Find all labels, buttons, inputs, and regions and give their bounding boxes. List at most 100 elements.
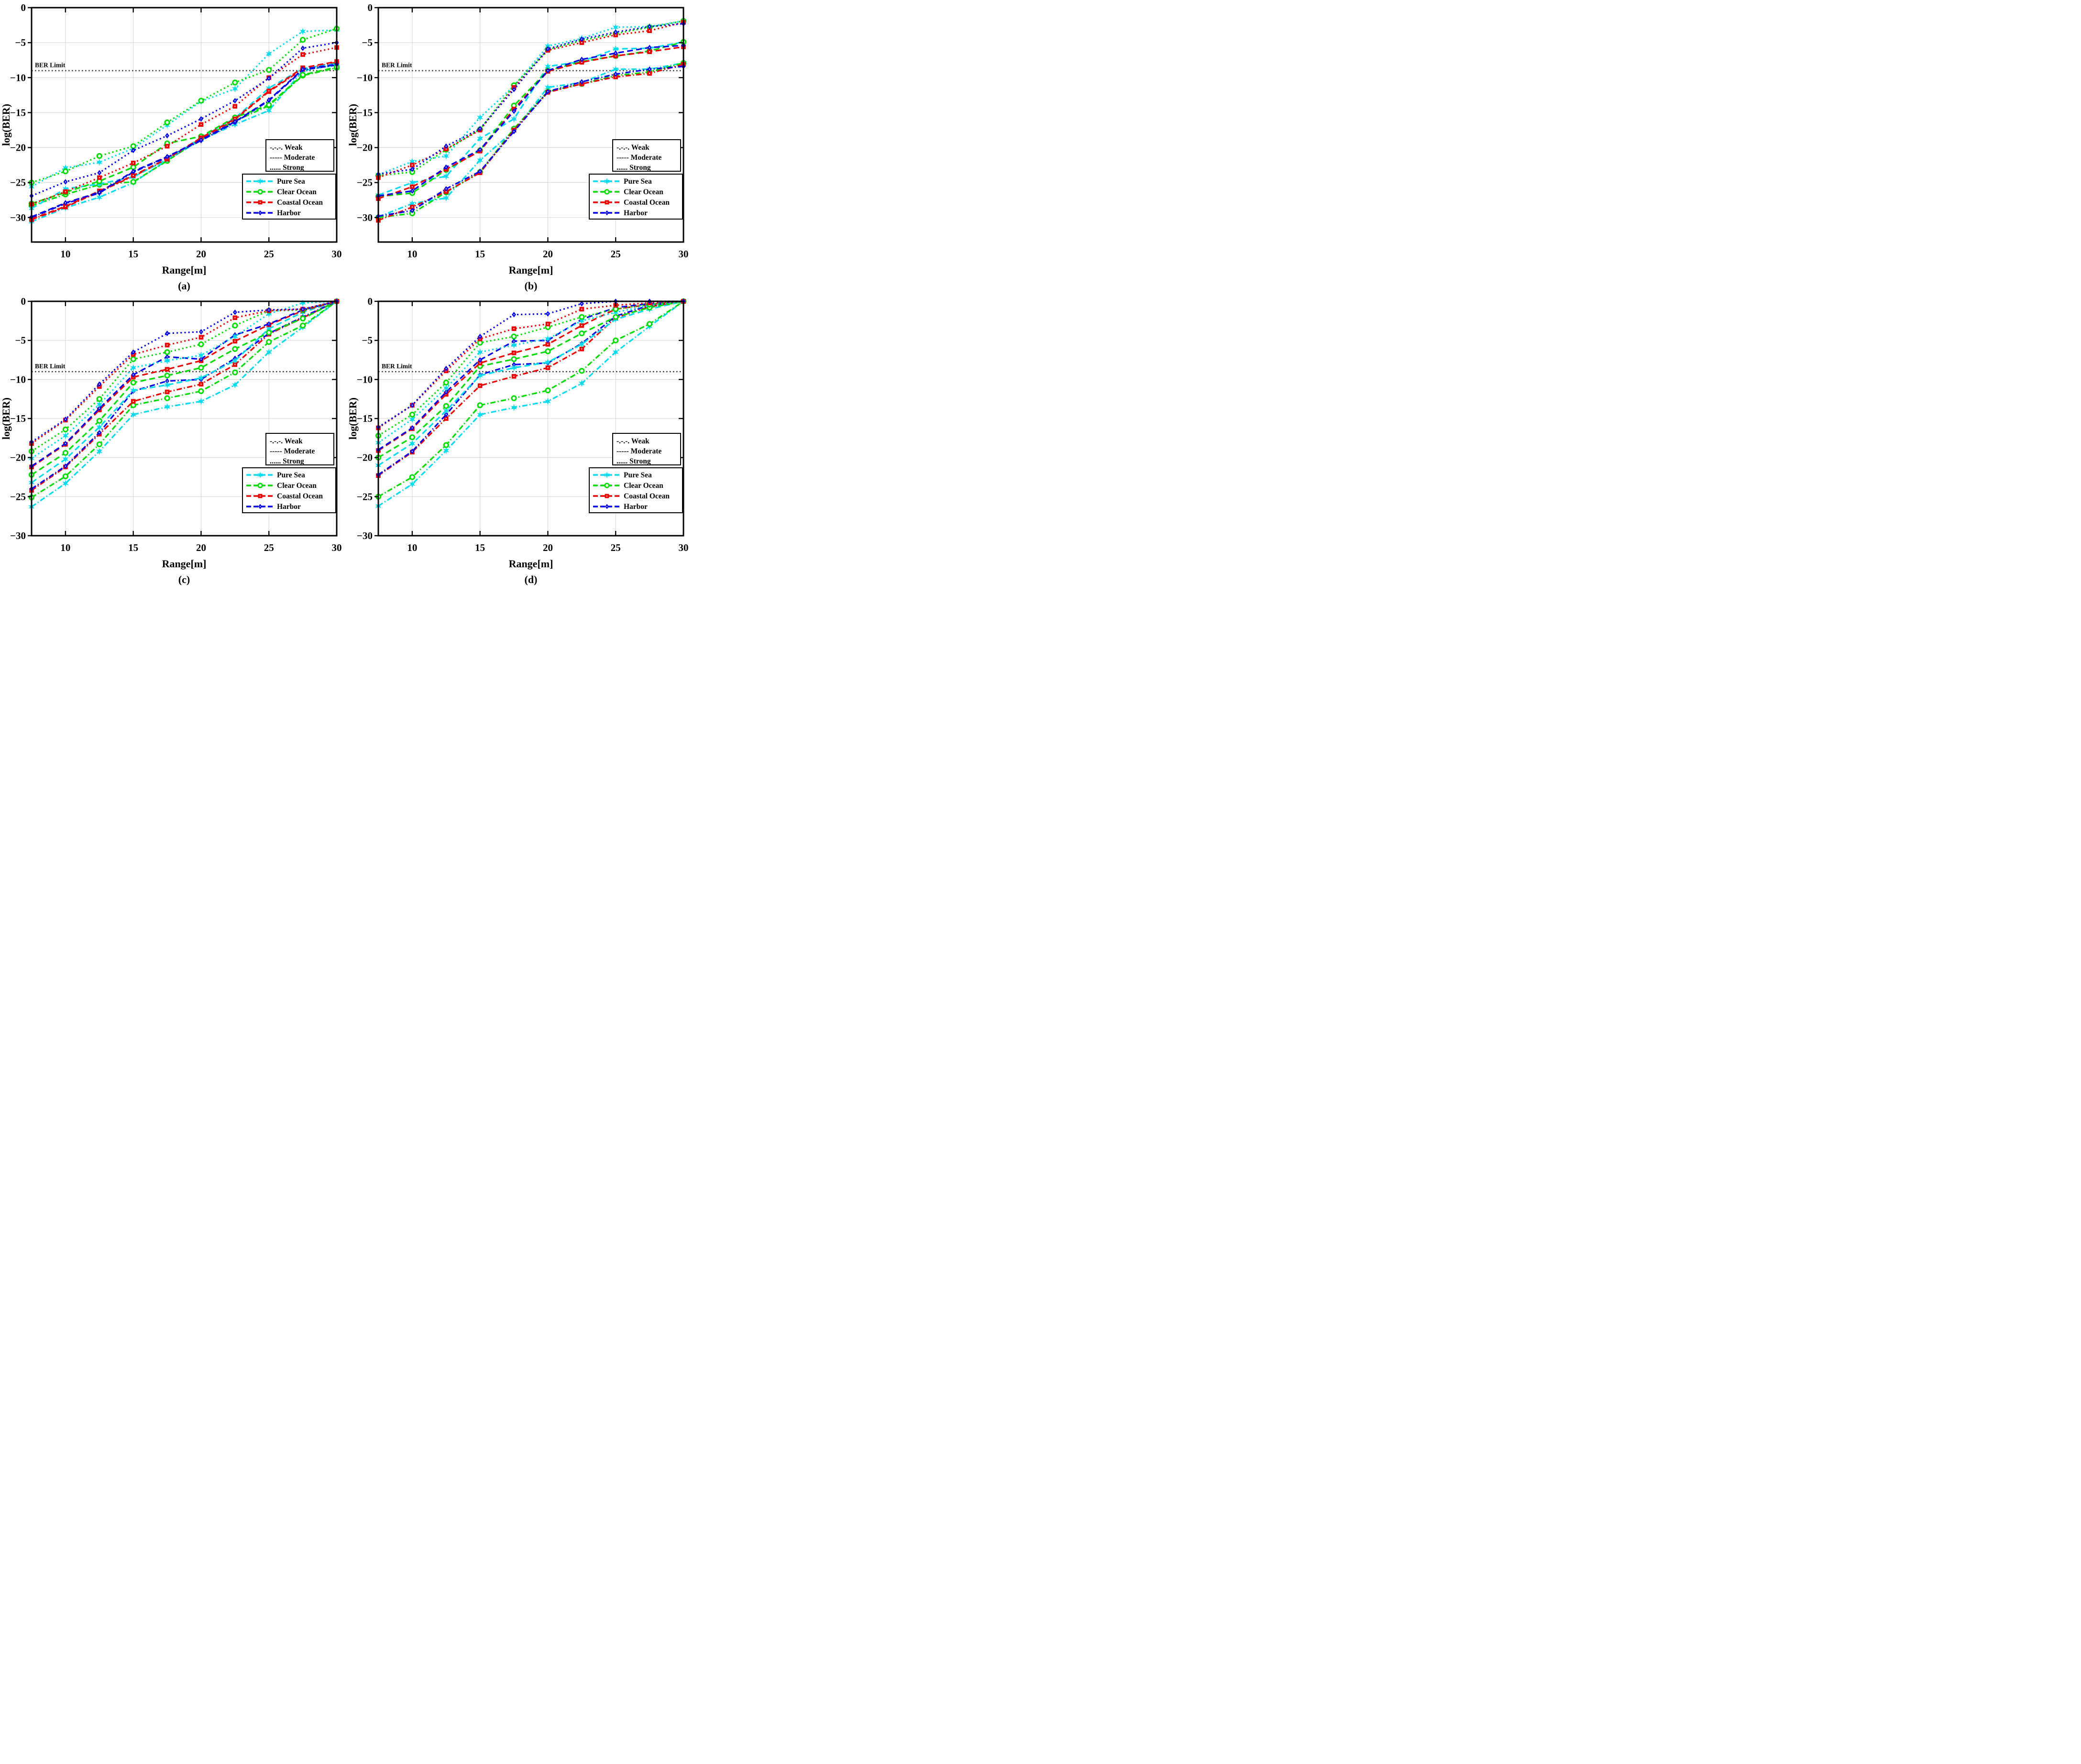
legend-item-clear-ocean: Clear Ocean: [624, 482, 663, 490]
turbulence-legend: -.-.-. Weak ----- Moderate ...... Strong: [612, 433, 681, 465]
marker-square-dot: [166, 344, 168, 346]
marker-diamond-dot: [166, 356, 168, 358]
series-line-harbor-strong: [31, 42, 337, 197]
marker-star: [443, 152, 450, 160]
chart-panel-a: BER Limit 10 15 20 25 30 0 −5 −10 −15 −20 −25 −30 Ran…: [0, 2, 342, 292]
marker-diamond-dot: [234, 100, 236, 101]
marker-diamond-dot: [479, 128, 481, 130]
marker-star: [62, 455, 69, 463]
marker-diamond-dot: [547, 70, 549, 71]
turbulence-legend: -.-.-. Weak ----- Moderate ...... Strong: [265, 139, 334, 172]
marker-star: [511, 115, 517, 123]
marker-circle: [96, 153, 102, 159]
marker-circle: [409, 474, 415, 480]
marker-circle: [62, 168, 68, 175]
series-markers-coastal-ocean-strong: [29, 299, 339, 446]
series-line-harbor-weak: [378, 66, 684, 217]
marker-diamond-dot: [445, 166, 447, 168]
series-line-pure-sea-moderate: [378, 300, 684, 466]
marker-square-dot: [615, 55, 617, 57]
y-axis-tick-label: 0: [21, 296, 26, 307]
series-line-clear-ocean-moderate: [31, 300, 337, 475]
marker-diamond-dot: [547, 313, 549, 315]
marker-star: [265, 310, 272, 318]
marker-diamond-dot: [513, 89, 515, 90]
y-axis-tick-label: −25: [357, 177, 373, 188]
marker-square-dot: [268, 90, 270, 92]
x-axis-title: Range[m]: [162, 264, 207, 276]
x-axis-tick-label: 10: [407, 542, 417, 553]
marker-diamond-dot: [302, 68, 304, 70]
x-axis-tick-label: 25: [264, 542, 274, 553]
panel-a: BER Limit 10 15 20 25 30 0 −5 −10 −15 −20 −25 −30 Ran…: [0, 0, 347, 294]
series-line-clear-ocean-weak: [31, 300, 337, 498]
x-axis-tick-label: 30: [679, 248, 689, 260]
legend-item-weak: -.-.-. Weak: [617, 437, 650, 445]
legend-item-clear-ocean: Clear Ocean: [624, 188, 663, 196]
series-line-harbor-moderate: [378, 44, 684, 197]
y-axis-tick-label: −5: [15, 335, 26, 346]
marker-star: [544, 397, 551, 405]
marker-diamond-dot: [302, 47, 304, 49]
marker-star: [409, 416, 416, 423]
marker-diamond-dot: [513, 110, 515, 112]
marker-circle: [409, 411, 415, 418]
marker-circle: [266, 102, 272, 108]
series-line-pure-sea-moderate: [378, 41, 684, 196]
marker-diamond-dot: [649, 26, 650, 27]
marker-circle: [647, 321, 653, 327]
marker-star: [265, 325, 272, 332]
series-line-coastal-ocean-strong: [31, 46, 337, 205]
panel-b: BER Limit 10 15 20 25 30 0 −5 −10 −15 −20 −25 −30 Ran…: [347, 0, 694, 294]
series-line-pure-sea-strong: [31, 29, 337, 187]
marker-star: [265, 107, 272, 114]
y-axis-tick-label: −30: [357, 530, 373, 541]
marker-star: [62, 185, 69, 193]
marker-diamond-dot: [411, 427, 413, 429]
marker-diamond-dot: [513, 131, 515, 132]
turbulence-legend-box: [612, 433, 681, 465]
marker-square-dot: [411, 186, 413, 187]
marker-diamond-dot: [234, 121, 236, 122]
marker-circle: [198, 364, 204, 371]
marker-circle: [579, 330, 585, 337]
marker-circle: [477, 402, 483, 408]
subplot-label: (b): [525, 280, 538, 292]
marker-diamond-dot: [99, 408, 100, 409]
marker-circle: [511, 333, 517, 340]
marker-square-dot: [547, 343, 549, 345]
series-line-pure-sea-weak: [31, 300, 337, 507]
marker-star: [231, 85, 238, 93]
y-axis-tick-label: −25: [10, 177, 26, 188]
marker-square-dot: [615, 34, 617, 36]
marker-diamond-dot: [166, 135, 168, 136]
marker-diamond-dot: [200, 118, 202, 120]
turbulence-legend-box: [265, 433, 334, 465]
y-axis-tick-label: −20: [10, 142, 26, 154]
panel-d: BER Limit 10 15 20 25 30 0 −5 −10 −15 −20 −25 −30 Ran…: [347, 294, 694, 587]
marker-circle: [443, 403, 449, 409]
x-axis-tick-label: 30: [332, 248, 342, 260]
marker-diamond-dot: [649, 47, 650, 48]
axis-ticks: [28, 300, 338, 537]
water-legend: Pure Sea Clear Ocean Coastal Ocean Harbor: [589, 467, 683, 513]
series-line-clear-ocean-strong: [31, 28, 337, 184]
y-axis-tick-label: −5: [362, 335, 373, 346]
marker-square-dot: [234, 317, 236, 319]
legend-item-weak: -.-.-. Weak: [617, 143, 650, 152]
y-axis-tick-label: 0: [21, 2, 26, 13]
x-axis-tick-label: 15: [128, 542, 138, 553]
marker-diamond-dot: [65, 419, 66, 420]
marker-star: [443, 384, 450, 392]
subplot-label: (a): [178, 280, 190, 292]
marker-star: [477, 135, 484, 142]
x-axis-tick-label: 15: [475, 248, 485, 260]
marker-circle: [232, 322, 238, 329]
marker-star: [62, 480, 69, 487]
marker-circle: [443, 379, 449, 386]
y-axis-title: log(BER): [0, 397, 12, 440]
marker-square-dot: [513, 375, 515, 377]
series-line-pure-sea-strong: [31, 300, 337, 459]
marker-square-dot: [65, 206, 66, 207]
marker-diamond-dot: [166, 156, 168, 157]
